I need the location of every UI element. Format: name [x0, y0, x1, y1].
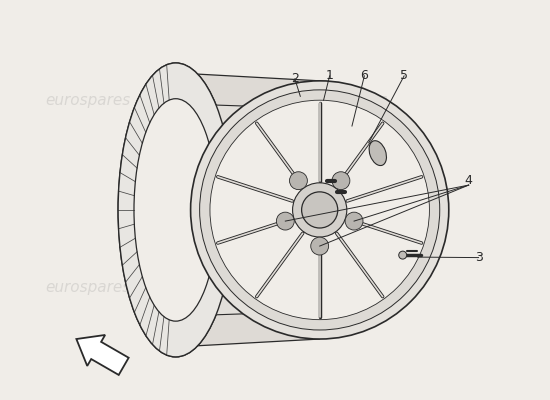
- Ellipse shape: [332, 172, 350, 190]
- Ellipse shape: [210, 100, 430, 320]
- Ellipse shape: [369, 141, 387, 166]
- Ellipse shape: [289, 172, 307, 190]
- Polygon shape: [175, 104, 320, 316]
- Text: eurospares: eurospares: [302, 280, 388, 295]
- Text: eurospares: eurospares: [46, 93, 131, 108]
- Ellipse shape: [134, 99, 217, 321]
- Polygon shape: [175, 73, 320, 347]
- Text: 3: 3: [475, 251, 482, 264]
- Ellipse shape: [399, 251, 406, 259]
- Ellipse shape: [118, 63, 233, 357]
- Ellipse shape: [200, 90, 440, 330]
- Ellipse shape: [301, 192, 338, 228]
- Text: 1: 1: [326, 69, 333, 82]
- Ellipse shape: [118, 63, 233, 357]
- Text: eurospares: eurospares: [46, 280, 131, 295]
- Ellipse shape: [134, 99, 217, 321]
- Text: 5: 5: [400, 69, 408, 82]
- Polygon shape: [76, 335, 129, 375]
- Ellipse shape: [311, 237, 329, 255]
- Text: 6: 6: [360, 69, 368, 82]
- Text: 2: 2: [291, 72, 299, 85]
- Ellipse shape: [345, 212, 363, 230]
- Text: eurospares: eurospares: [302, 93, 388, 108]
- Ellipse shape: [276, 212, 294, 230]
- Ellipse shape: [191, 81, 449, 339]
- Polygon shape: [191, 126, 320, 293]
- Ellipse shape: [293, 183, 347, 237]
- Text: 4: 4: [465, 174, 472, 187]
